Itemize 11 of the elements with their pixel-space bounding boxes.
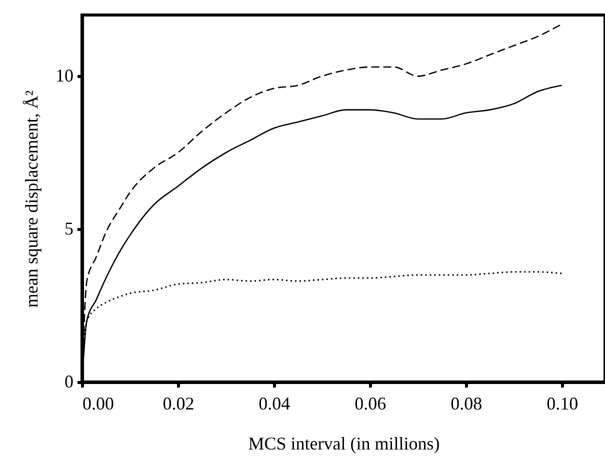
x-tick-label: 0.00 <box>82 394 114 414</box>
y-axis-title: mean square displacement, Å² <box>22 90 42 308</box>
x-tick-label: 0.04 <box>258 394 290 414</box>
y-tick-label: 5 <box>64 218 74 239</box>
x-tick-label: 0.06 <box>354 394 386 414</box>
x-axis-title: MCS interval (in millions) <box>248 434 440 454</box>
y-tick-label: 0 <box>64 372 74 392</box>
y-tick-label: 10 <box>56 66 74 86</box>
x-tick-label: 0.10 <box>546 394 578 414</box>
x-tick-label: 0.08 <box>450 394 482 414</box>
x-tick-label: 0.02 <box>162 394 194 414</box>
